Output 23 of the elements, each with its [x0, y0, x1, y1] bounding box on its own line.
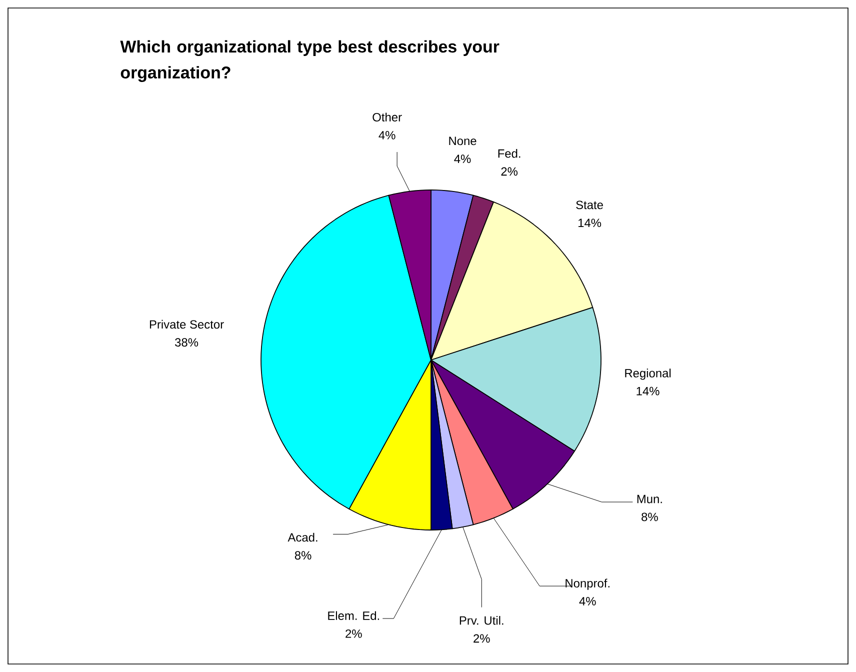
slice-label: None: [449, 136, 476, 146]
data-label: 8%: [642, 512, 658, 522]
data-label: 8%: [294, 551, 312, 560]
slice-label: Other: [372, 112, 402, 122]
data-label: 2%: [346, 629, 362, 638]
slice-label: Mun.: [637, 494, 662, 504]
slice-label: Fed.: [498, 148, 520, 158]
data-label: 4%: [454, 154, 471, 163]
data-label: 2%: [474, 634, 490, 643]
data-label: 14%: [578, 218, 602, 228]
slice-label: Nonprof.: [566, 578, 610, 590]
slice-label: Prv. Util.: [460, 616, 504, 625]
data-label: 38%: [175, 338, 198, 347]
slice-label: Regional: [625, 368, 671, 380]
slice-label: Elem. Ed.: [328, 611, 380, 620]
data-label: 4%: [579, 597, 596, 606]
chart-title: Which organizational type best describes your organization?: [120, 40, 500, 82]
data-label: 14%: [636, 386, 660, 396]
slice-label: State: [576, 200, 603, 210]
data-label: 2%: [501, 167, 518, 176]
legend-label: Acad.: [288, 532, 318, 542]
data-label: 4%: [378, 130, 396, 140]
slice-label: Private Sector: [150, 320, 224, 329]
